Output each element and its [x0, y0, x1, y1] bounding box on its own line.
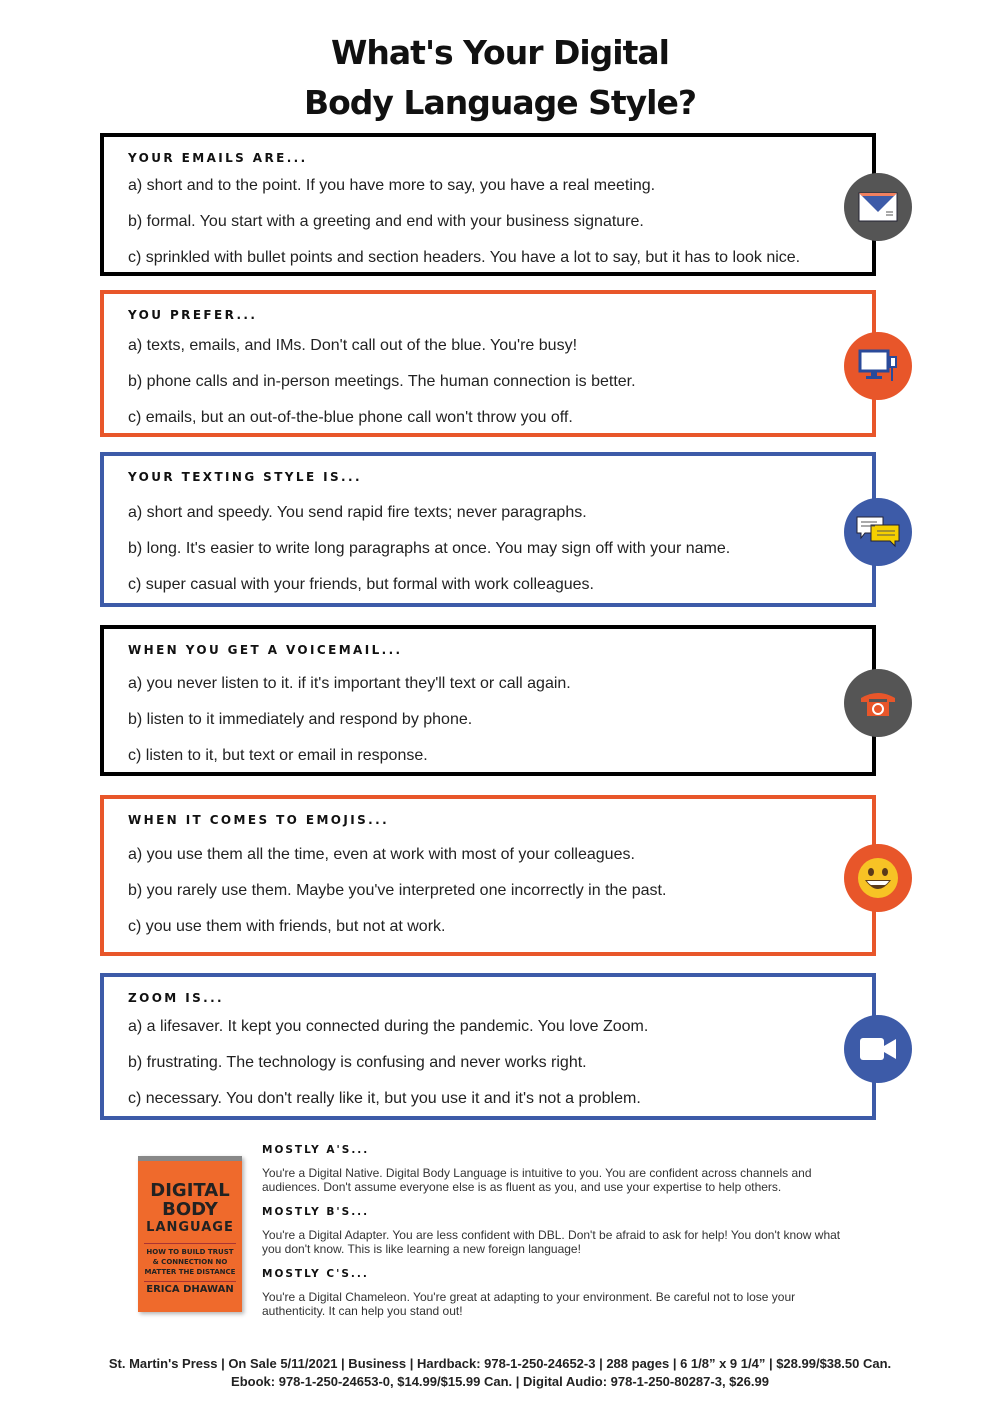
answer-option: b) formal. You start with a greeting and…	[128, 213, 644, 230]
answer-option: a) short and speedy. You send rapid fire…	[128, 504, 587, 521]
answer-option: a) you never listen to it. if it's impor…	[128, 675, 571, 692]
answer-option: c) super casual with your friends, but f…	[128, 576, 594, 593]
smiley-icon	[844, 843, 912, 912]
result-text: You're a Digital Native. Digital Body La…	[262, 1166, 812, 1194]
result-text: You're a Digital Adapter. You are less c…	[262, 1228, 841, 1256]
computer-phone-icon	[844, 331, 912, 400]
answer-option: b) long. It's easier to write long parag…	[128, 540, 731, 557]
answer-option: b) phone calls and in-person meetings. T…	[128, 373, 636, 390]
question-heading: ZOOM IS...	[128, 991, 225, 1005]
question-heading: WHEN YOU GET A VOICEMAIL...	[128, 643, 403, 657]
book-cover-image: DIGITAL BODY LANGUAGE HOW TO BUILD TRUST…	[138, 1156, 242, 1312]
answer-option: c) emails, but an out-of-the-blue phone …	[128, 409, 573, 426]
envelope-icon	[844, 172, 912, 241]
question-heading: YOUR TEXTING STYLE IS...	[128, 470, 362, 484]
question-card: WHEN YOU GET A VOICEMAIL... a) you never …	[100, 625, 912, 776]
question-card: YOUR TEXTING STYLE IS... a) short and spe…	[100, 452, 912, 607]
answer-option: c) you use them with friends, but not at…	[128, 918, 446, 935]
question-card: YOUR EMAILS ARE... a) short and to the po…	[100, 133, 912, 276]
result-heading: MOSTLY C'S...	[262, 1268, 369, 1280]
question-heading: YOUR EMAILS ARE...	[128, 151, 308, 165]
result-heading: MOSTLY B'S...	[262, 1206, 370, 1218]
footer: St. Martin's Press | On Sale 5/11/2021 |…	[108, 1356, 892, 1389]
question-card: ZOOM IS... a) a lifesaver. It kept you co…	[100, 973, 912, 1120]
answer-option: a) texts, emails, and IMs. Don't call ou…	[128, 337, 578, 354]
question-heading: WHEN IT COMES TO EMOJIS...	[128, 813, 390, 827]
page-title: What's Your Digital Body Language Style?	[303, 33, 697, 122]
answer-option: a) a lifesaver. It kept you connected du…	[128, 1018, 649, 1035]
answer-option: b) you rarely use them. Maybe you've int…	[128, 882, 667, 899]
question-card: WHEN IT COMES TO EMOJIS... a) you use the…	[100, 795, 912, 956]
answer-option: a) short and to the point. If you have m…	[128, 177, 656, 194]
results-section: MOSTLY A'S... You're a Digital Native. D…	[262, 1144, 852, 1330]
answer-option: b) listen to it immediately and respond …	[128, 711, 473, 728]
answer-option: c) necessary. You don't really like it, …	[128, 1090, 641, 1107]
question-heading: YOU PREFER...	[128, 308, 258, 322]
chat-bubbles-icon	[844, 497, 912, 566]
result-text: You're a Digital Chameleon. You're great…	[262, 1290, 796, 1318]
answer-option: c) listen to it, but text or email in re…	[128, 747, 428, 764]
result-heading: MOSTLY A'S...	[262, 1144, 370, 1156]
answer-option: a) you use them all the time, even at wo…	[128, 846, 635, 863]
video-camera-icon	[844, 1014, 912, 1083]
answer-option: b) frustrating. The technology is confus…	[128, 1054, 587, 1071]
question-card: YOU PREFER... a) texts, emails, and IMs. …	[100, 290, 912, 437]
telephone-icon	[844, 668, 912, 737]
answer-option: c) sprinkled with bullet points and sect…	[128, 249, 801, 266]
